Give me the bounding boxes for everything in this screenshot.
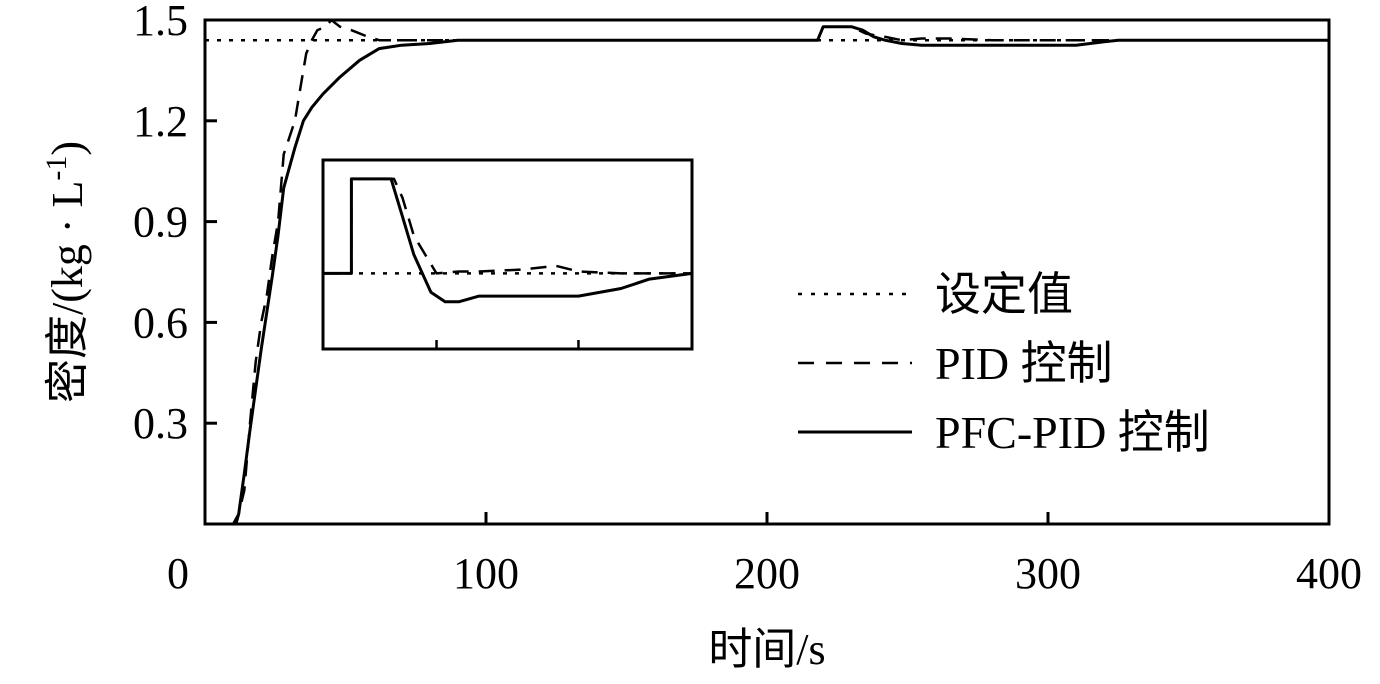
x-axis-ticks: 0 100 200 300 400: [167, 512, 1362, 598]
x-tick-label-200: 200: [734, 549, 800, 598]
x-tick-label-400: 400: [1296, 549, 1362, 598]
x-axis-title: 时间/s: [708, 625, 825, 674]
inset-frame: [321, 158, 694, 351]
series-pid-line: [205, 18, 1329, 526]
y-tick-label-0.3: 0.3: [133, 399, 188, 448]
inset-zoom: [321, 158, 694, 351]
y-tick-label-0.6: 0.6: [133, 298, 188, 347]
y-axis-title-main: 密度/(kg · L: [43, 181, 92, 403]
x-tick-label-100: 100: [453, 549, 519, 598]
y-tick-label-1.2: 1.2: [133, 97, 188, 146]
y-axis-title-close: ): [43, 141, 92, 156]
y-tick-label-1.5: 1.5: [133, 0, 188, 45]
legend-label-pfc-pid: PFC-PID 控制: [935, 407, 1210, 458]
x-tick-label-300: 300: [1015, 549, 1081, 598]
legend-label-pid: PID 控制: [935, 338, 1113, 389]
y-axis-title: 密度/(kg · L-1): [40, 141, 92, 403]
series-pfc-pid-line: [205, 25, 1329, 526]
legend: 设定值 PID 控制 PFC-PID 控制: [798, 269, 1210, 458]
inset-pfc-pid-line: [323, 177, 693, 304]
y-axis-ticks: 0.3 0.6 0.9 1.2 1.5: [133, 0, 217, 448]
y-tick-label-0.9: 0.9: [133, 198, 188, 247]
y-axis-title-sup: -1: [40, 156, 73, 181]
x-tick-label-0: 0: [167, 549, 189, 598]
series-layer: [205, 18, 1329, 526]
legend-label-setpoint: 设定值: [935, 269, 1073, 320]
